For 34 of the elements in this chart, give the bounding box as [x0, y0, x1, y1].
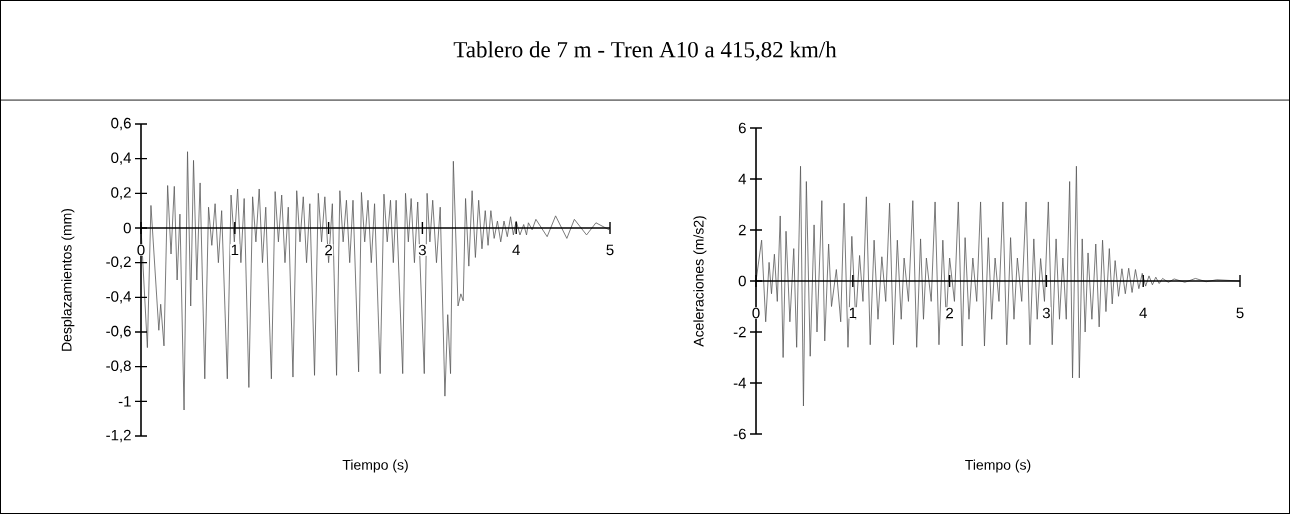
x-axis-title: Tiempo (s)	[965, 459, 1031, 473]
x-axis-title: Tiempo (s)	[342, 459, 408, 473]
x-tick-label: 0	[137, 244, 145, 256]
y-tick-label: 4	[738, 173, 747, 185]
x-tick-label: 2	[946, 307, 954, 319]
x-tick-label: 5	[1236, 307, 1244, 319]
y-tick-label: 0,4	[111, 152, 132, 165]
x-tick-label: 4	[1139, 307, 1147, 319]
y-tick-label: 0,6	[111, 117, 131, 131]
y-tick-label: 6	[738, 122, 746, 134]
x-tick-label: 3	[418, 244, 426, 256]
y-tick-label: -1,2	[106, 429, 131, 443]
x-tick-label: 1	[231, 244, 239, 256]
y-axis-title: Desplazamientos (mm)	[61, 208, 75, 351]
x-tick-label: 1	[849, 307, 857, 319]
y-tick-label: -0,2	[106, 256, 131, 269]
y-axis-title: Aceleraciones (m/s2)	[693, 216, 707, 347]
y-tick-label: -0,6	[106, 325, 131, 339]
y-tick-label: -0,8	[106, 360, 131, 373]
y-tick-label: -4	[733, 377, 747, 389]
y-tick-label: 2	[738, 224, 746, 236]
x-tick-label: 4	[512, 244, 520, 256]
y-tick-label: 0	[738, 275, 746, 287]
y-tick-label: 0	[123, 222, 131, 234]
x-tick-label: 0	[752, 307, 760, 319]
y-tick-label: -0,4	[106, 291, 132, 304]
y-tick-label: -6	[733, 428, 746, 440]
chart-title: Tablero de 7 m - Tren A10 a 415,82 km/h	[453, 41, 837, 61]
y-tick-label: -2	[733, 326, 746, 338]
x-tick-label: 5	[606, 244, 614, 256]
y-tick-label: 0,2	[111, 187, 131, 200]
y-tick-label: -1	[118, 396, 131, 407]
x-tick-label: 3	[1042, 307, 1050, 319]
x-tick-label: 2	[325, 244, 333, 256]
